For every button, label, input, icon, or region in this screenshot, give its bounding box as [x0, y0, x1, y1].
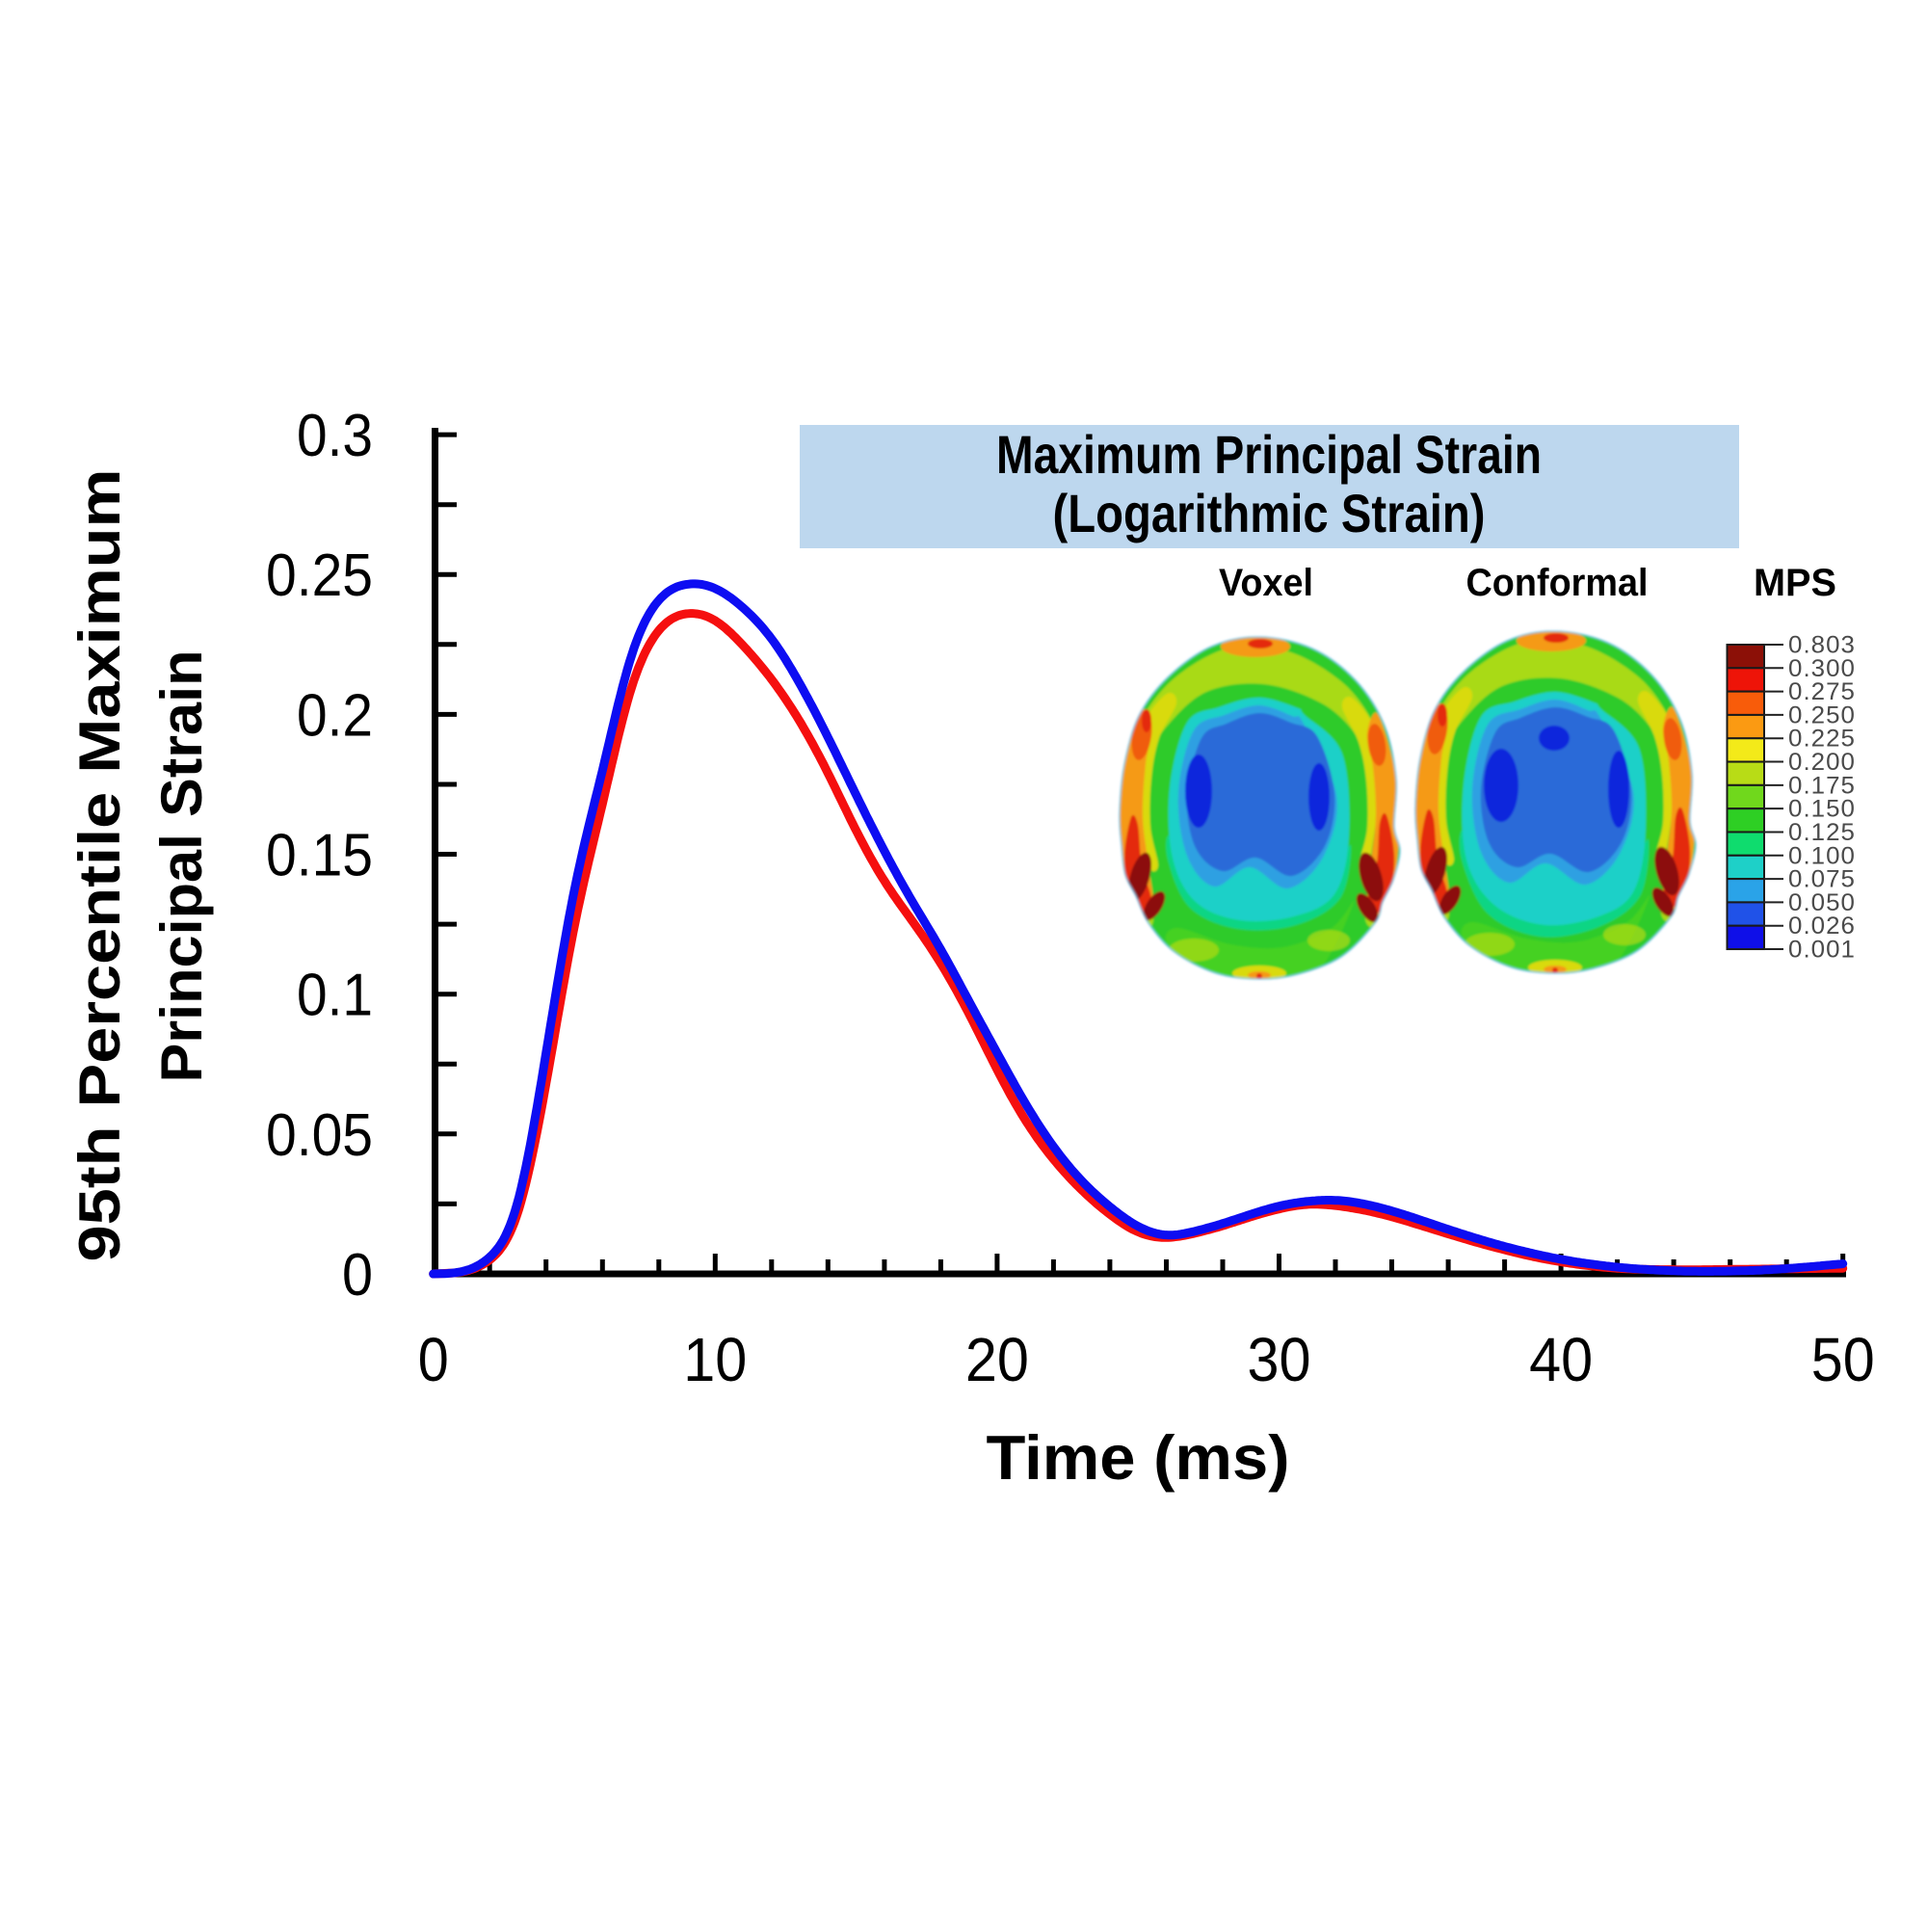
svg-text:30: 30: [1248, 1325, 1311, 1394]
svg-text:40: 40: [1529, 1325, 1593, 1394]
svg-text:Voxel: Voxel: [1219, 562, 1313, 604]
svg-text:0: 0: [418, 1325, 449, 1394]
svg-text:0.15: 0.15: [266, 823, 373, 889]
svg-text:0.225: 0.225: [1788, 726, 1856, 753]
svg-text:0.175: 0.175: [1788, 772, 1856, 799]
svg-text:0.3: 0.3: [297, 403, 373, 469]
svg-text:(Logarithmic Strain): (Logarithmic Strain): [1053, 483, 1486, 543]
svg-text:0.050: 0.050: [1788, 889, 1856, 916]
svg-text:0.803: 0.803: [1788, 632, 1856, 659]
svg-text:Maximum Principal Strain: Maximum Principal Strain: [996, 424, 1542, 485]
svg-text:Time (ms): Time (ms): [987, 1422, 1290, 1493]
svg-text:0.150: 0.150: [1788, 796, 1856, 823]
svg-text:0.25: 0.25: [266, 543, 373, 609]
svg-text:0.275: 0.275: [1788, 678, 1856, 705]
svg-text:0.100: 0.100: [1788, 842, 1856, 869]
svg-text:0.125: 0.125: [1788, 819, 1856, 846]
svg-text:0: 0: [342, 1242, 373, 1309]
svg-text:20: 20: [965, 1325, 1029, 1394]
svg-text:50: 50: [1811, 1325, 1875, 1394]
svg-text:MPS: MPS: [1754, 562, 1836, 604]
svg-text:0.05: 0.05: [266, 1102, 373, 1169]
svg-text:0.250: 0.250: [1788, 701, 1856, 728]
svg-text:95th Percentile Maximum: 95th Percentile Maximum: [67, 469, 132, 1262]
svg-text:0.2: 0.2: [297, 682, 373, 749]
svg-text:10: 10: [683, 1325, 747, 1394]
svg-text:Conformal: Conformal: [1466, 562, 1649, 604]
svg-text:0.001: 0.001: [1788, 937, 1856, 964]
svg-text:0.200: 0.200: [1788, 749, 1856, 776]
svg-text:0.1: 0.1: [297, 963, 373, 1029]
svg-text:Principal Strain: Principal Strain: [149, 650, 214, 1083]
svg-text:0.026: 0.026: [1788, 913, 1856, 940]
svg-text:0.075: 0.075: [1788, 866, 1856, 893]
svg-text:0.300: 0.300: [1788, 655, 1856, 682]
